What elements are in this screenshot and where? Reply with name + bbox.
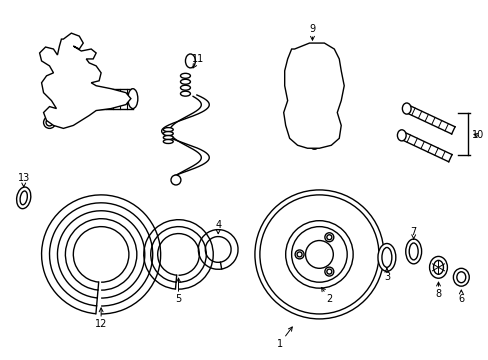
Ellipse shape (20, 191, 27, 205)
Ellipse shape (305, 240, 333, 268)
Ellipse shape (163, 131, 173, 136)
Ellipse shape (59, 80, 80, 102)
Ellipse shape (180, 73, 190, 78)
Ellipse shape (377, 243, 395, 271)
Text: 8: 8 (434, 282, 441, 299)
Text: 1: 1 (276, 327, 292, 349)
Polygon shape (40, 33, 131, 129)
Ellipse shape (324, 233, 333, 242)
Ellipse shape (180, 91, 190, 96)
Text: 12: 12 (95, 308, 107, 329)
Ellipse shape (402, 103, 410, 114)
Text: 5: 5 (175, 278, 181, 304)
Ellipse shape (324, 267, 333, 276)
Ellipse shape (259, 195, 378, 314)
Ellipse shape (69, 39, 74, 44)
Ellipse shape (294, 250, 304, 259)
Ellipse shape (405, 239, 421, 264)
Ellipse shape (62, 84, 76, 98)
Ellipse shape (17, 187, 31, 209)
Ellipse shape (381, 247, 391, 267)
Ellipse shape (163, 127, 173, 131)
Ellipse shape (180, 79, 190, 84)
Ellipse shape (128, 89, 138, 109)
Text: 9: 9 (309, 24, 315, 40)
Ellipse shape (428, 256, 447, 278)
Ellipse shape (291, 227, 346, 282)
Polygon shape (283, 43, 344, 148)
Ellipse shape (433, 260, 443, 274)
Text: 7: 7 (410, 226, 416, 239)
Ellipse shape (254, 190, 383, 319)
Text: 4: 4 (215, 220, 221, 234)
Text: 10: 10 (471, 130, 483, 140)
Ellipse shape (452, 268, 468, 286)
Ellipse shape (297, 252, 302, 257)
Ellipse shape (285, 221, 352, 288)
Ellipse shape (408, 243, 417, 260)
Ellipse shape (307, 131, 320, 149)
Ellipse shape (326, 235, 331, 240)
Ellipse shape (307, 62, 321, 84)
Ellipse shape (326, 269, 331, 274)
Text: 3: 3 (383, 269, 389, 282)
Ellipse shape (43, 117, 55, 129)
Text: 2: 2 (321, 287, 332, 304)
Text: 6: 6 (457, 290, 464, 304)
Ellipse shape (46, 119, 53, 126)
Ellipse shape (171, 175, 181, 185)
Ellipse shape (185, 54, 195, 68)
Ellipse shape (456, 272, 465, 283)
Text: 11: 11 (192, 54, 204, 68)
Ellipse shape (163, 136, 173, 140)
Ellipse shape (307, 109, 321, 129)
Ellipse shape (397, 130, 406, 141)
Ellipse shape (163, 140, 173, 144)
Ellipse shape (307, 85, 321, 107)
Text: 13: 13 (18, 173, 30, 187)
Ellipse shape (180, 85, 190, 90)
